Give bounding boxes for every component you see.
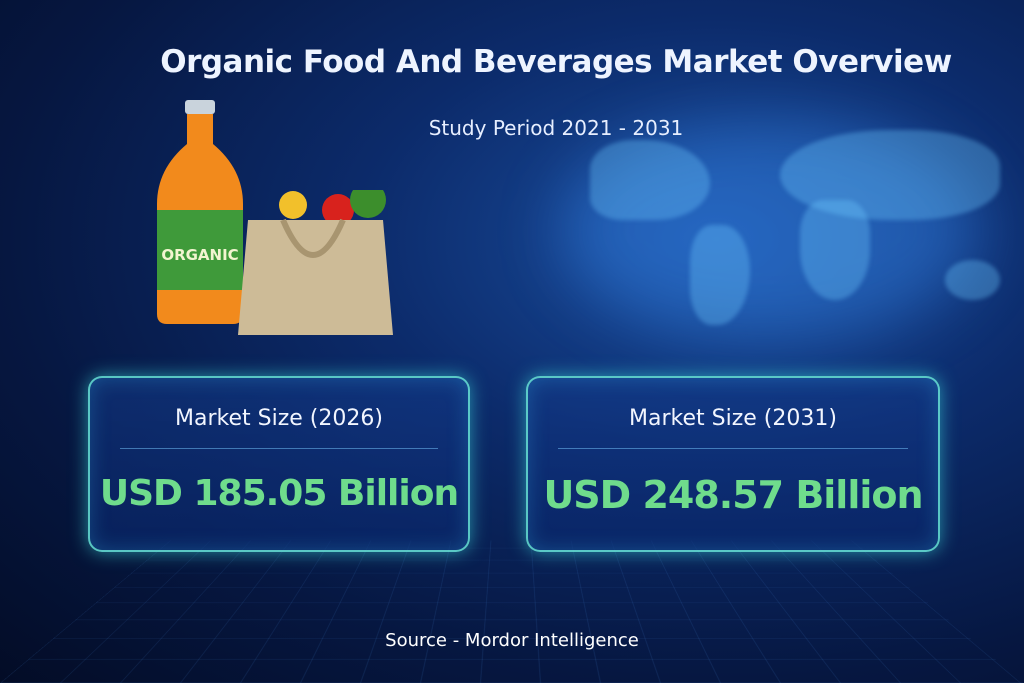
page-title: Organic Food And Beverages Market Overvi…: [160, 44, 952, 80]
divider: [120, 448, 438, 449]
background-glow: [560, 120, 980, 340]
market-size-2031-card: Market Size (2031) USD 248.57 Billion: [526, 376, 940, 552]
source-text: Source - Mordor Intelligence: [385, 630, 639, 651]
card-value: USD 248.57 Billion: [543, 473, 923, 517]
study-period: Study Period 2021 - 2031: [428, 116, 684, 140]
divider: [558, 448, 908, 449]
market-size-2026-card: Market Size (2026) USD 185.05 Billion: [88, 376, 470, 552]
bottle-label: ORGANIC: [161, 246, 238, 264]
background-grid: [0, 540, 1024, 683]
card-label: Market Size (2026): [175, 406, 383, 431]
juice-bottle-icon: ORGANIC: [157, 100, 243, 324]
card-value: USD 185.05 Billion: [99, 473, 459, 514]
card-label: Market Size (2031): [629, 406, 837, 431]
grocery-bag-icon: [238, 190, 393, 335]
